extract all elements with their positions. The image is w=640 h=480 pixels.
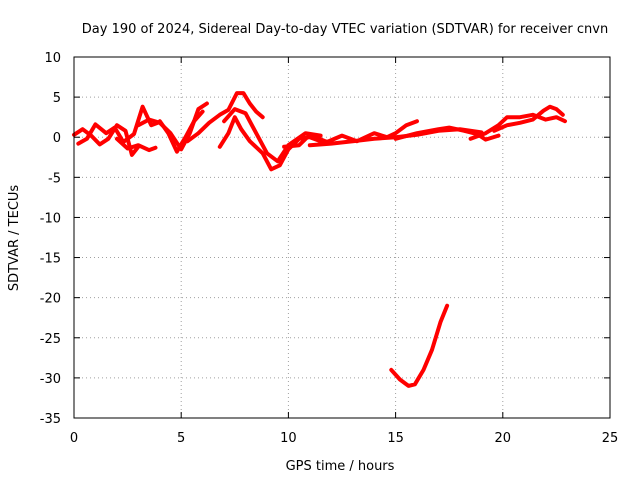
- y-tick-label: -15: [40, 252, 61, 267]
- x-tick-labels: 0 5 10 15 20 25: [70, 431, 618, 446]
- x-tick-label: 15: [387, 431, 404, 446]
- y-tick-label: 0: [53, 131, 61, 146]
- y-tick-label: -35: [40, 412, 61, 427]
- series-line-satellite-arc-3: [114, 136, 158, 153]
- series-line-satellite-arc-4: [136, 101, 209, 152]
- series-line-satellite-arc-11: [393, 125, 501, 142]
- x-tick-label: 25: [602, 431, 619, 446]
- chart-title: Day 190 of 2024, Sidereal Day-to-day VTE…: [82, 22, 608, 37]
- y-tick-labels: 10 5 0 -5 -10 -15 -20 -25 -30 -35: [40, 51, 61, 427]
- series-line-satellite-arc-13: [492, 104, 565, 133]
- x-tick-label: 10: [280, 431, 297, 446]
- axis-ticks: [73, 56, 611, 419]
- series-line-satellite-arc-14: [389, 303, 450, 388]
- series-line-satellite-arc-8: [222, 107, 323, 164]
- data-series: [72, 91, 567, 388]
- x-tick-label: 0: [70, 431, 78, 446]
- y-tick-label: -20: [40, 292, 61, 307]
- y-tick-label: 10: [44, 51, 61, 66]
- y-tick-label: -5: [48, 171, 61, 186]
- series-line-satellite-arc-2: [76, 104, 162, 146]
- x-tick-label: 5: [177, 431, 185, 446]
- series-line-satellite-arc-6: [185, 91, 265, 144]
- y-tick-label: -30: [40, 372, 61, 387]
- x-tick-label: 20: [495, 431, 512, 446]
- series-line-satellite-arc-12: [468, 112, 567, 141]
- y-tick-label: -10: [40, 211, 61, 226]
- y-tick-label: -25: [40, 332, 61, 347]
- plot-frame: [73, 56, 611, 419]
- y-tick-label: 5: [53, 91, 61, 106]
- grid: [74, 57, 610, 418]
- series-line-satellite-arc-5: [157, 109, 205, 154]
- x-axis-label: GPS time / hours: [286, 459, 395, 474]
- y-axis-label: SDTVAR / TECUs: [7, 185, 22, 292]
